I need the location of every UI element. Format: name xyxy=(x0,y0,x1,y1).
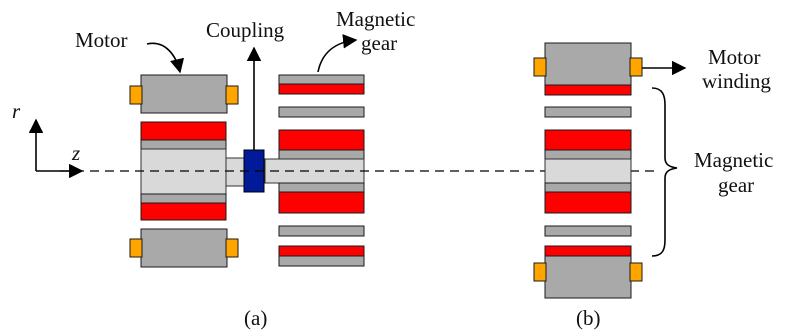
caption-b: (b) xyxy=(576,306,601,330)
coordinate-axes: r z xyxy=(12,99,84,179)
magnetic-gear-brace xyxy=(651,87,678,257)
coupling-label: Coupling xyxy=(206,18,285,42)
motor-bottom-b xyxy=(533,255,643,299)
magnetic-gear-b xyxy=(544,106,632,257)
axis-r-label: r xyxy=(12,99,21,123)
motor-winding-left xyxy=(533,262,547,282)
magnetic-gear-b-label-line2: gear xyxy=(718,173,754,197)
shaft-segment xyxy=(225,157,245,187)
motor-top xyxy=(129,74,239,114)
panel-b xyxy=(533,42,643,299)
motor-winding-right xyxy=(629,262,643,282)
magnetic-gear-a-label-line1: Magnetic xyxy=(336,7,415,31)
axis-z-label: z xyxy=(71,141,80,165)
magnetic-gear-b-label-line1: Magnetic xyxy=(694,148,773,172)
motor-top-b xyxy=(533,42,643,96)
motor-winding-right xyxy=(629,57,643,77)
motor-winding-left xyxy=(533,57,547,77)
motor-arrow xyxy=(146,42,185,74)
caption-a: (a) xyxy=(244,306,267,330)
motor-winding-label-line1: Motor xyxy=(708,45,761,69)
magnetic-gear-a xyxy=(264,74,365,267)
magnetic-gear-a-label-line2: gear xyxy=(361,31,397,55)
motor-winding-label-line2: winding xyxy=(702,69,771,93)
magnetic-gear-a-arrow xyxy=(317,34,358,73)
motor-winding-right xyxy=(225,238,239,258)
motor-winding-right xyxy=(225,85,239,105)
motor-winding-left xyxy=(129,85,143,105)
motor-bottom xyxy=(129,228,239,268)
motor-label: Motor xyxy=(75,28,128,52)
motor-winding-left xyxy=(129,238,143,258)
